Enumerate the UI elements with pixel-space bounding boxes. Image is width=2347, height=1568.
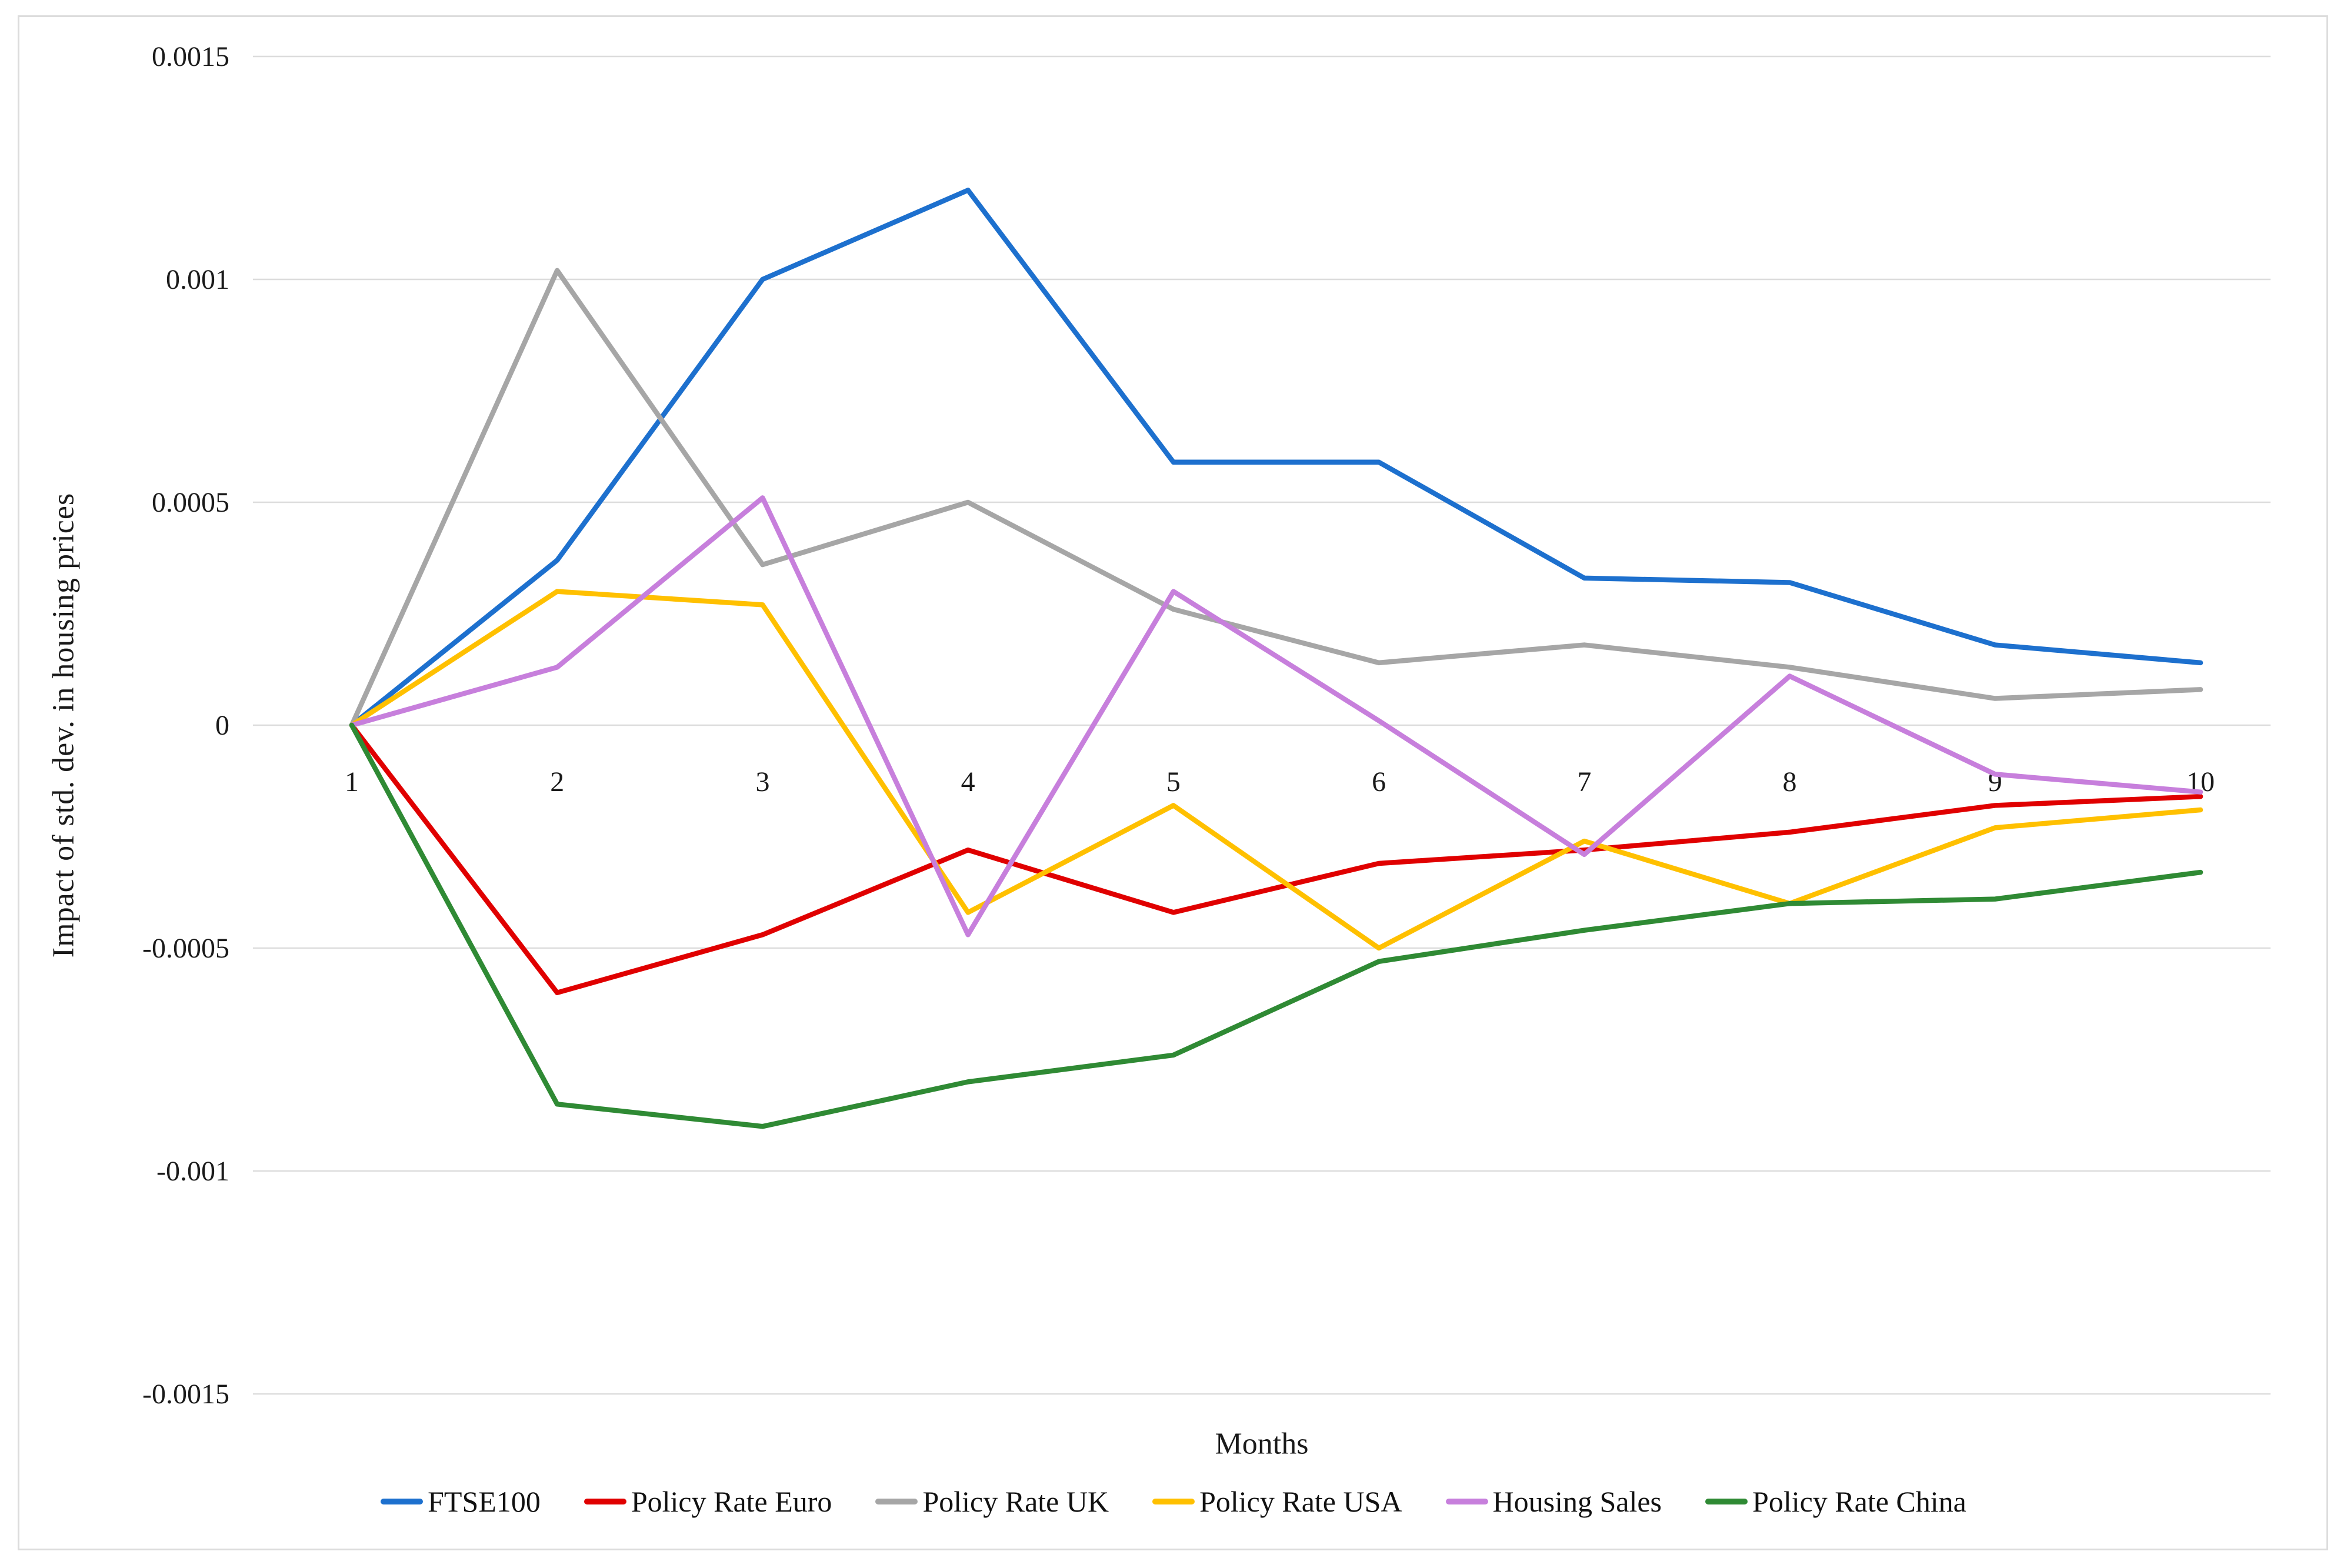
series-line-policy-rate-usa [349,589,2203,951]
x-axis-title: Months [1215,1427,1309,1461]
legend-dash-icon [584,1499,626,1504]
legend-label: Housing Sales [1492,1485,1662,1518]
x-tick-label: 5 [1166,766,1181,798]
legend-dash-icon [381,1499,424,1504]
y-tick-label: -0.001 [156,1156,229,1187]
x-tick-label: 4 [961,766,975,798]
series-line-housing-sales [349,495,2203,938]
legend-label: FTSE100 [428,1485,541,1518]
legend-item: Policy Rate Euro [584,1484,832,1519]
y-tick-label: 0 [215,710,229,741]
legend-item: Policy Rate China [1705,1484,1966,1519]
series-line-policy-rate-uk [349,268,2203,728]
legend-dash-icon [875,1499,918,1504]
legend-dash-icon [1152,1499,1195,1504]
series-line-policy-rate-euro [349,722,2203,996]
y-tick-label: -0.0005 [142,933,229,964]
y-tick-label: -0.0015 [142,1379,229,1410]
y-axis-title: Impact of std. dev. in housing prices [46,492,81,958]
legend-item: FTSE100 [381,1484,541,1519]
legend-label: Policy Rate UK [922,1485,1109,1518]
chart-border [18,15,2328,1550]
y-tick-label: 0.0015 [152,41,229,72]
legend-item: Housing Sales [1445,1484,1662,1519]
legend-label: Policy Rate China [1752,1485,1966,1518]
legend-label: Policy Rate Euro [631,1485,832,1518]
legend-dash-icon [1705,1499,1748,1504]
x-tick-label: 8 [1783,766,1797,798]
legend-item: Policy Rate UK [875,1484,1109,1519]
y-tick-label: 0.0005 [152,487,229,518]
series-line-policy-rate-china [349,722,2203,1129]
x-tick-label: 7 [1577,766,1591,798]
x-tick-label: 2 [550,766,564,798]
legend: FTSE100 Policy Rate Euro Policy Rate UK Pol… [0,1484,2347,1519]
x-tick-label: 6 [1372,766,1386,798]
y-tick-label: 0.001 [166,264,229,295]
legend-dash-icon [1445,1499,1488,1504]
x-tick-label: 3 [755,766,769,798]
legend-label: Policy Rate USA [1199,1485,1402,1518]
x-tick-label: 1 [345,766,359,798]
legend-item: Policy Rate USA [1152,1484,1402,1519]
series-line-ftse100 [349,188,2203,728]
